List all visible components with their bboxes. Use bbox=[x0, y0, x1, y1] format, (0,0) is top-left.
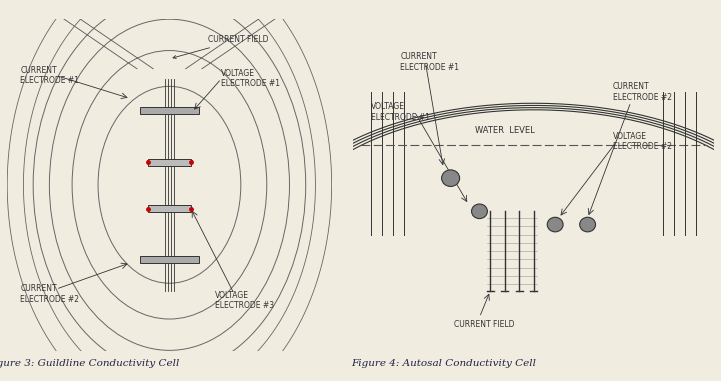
Circle shape bbox=[580, 217, 596, 232]
Text: WATER  LEVEL: WATER LEVEL bbox=[475, 126, 534, 135]
Text: CURRENT
ELECTRODE #2: CURRENT ELECTRODE #2 bbox=[20, 285, 79, 304]
Circle shape bbox=[472, 204, 487, 219]
Bar bbox=[141, 107, 199, 114]
Text: CURRENT
ELECTRODE #2: CURRENT ELECTRODE #2 bbox=[613, 82, 672, 102]
Bar bbox=[141, 256, 199, 263]
Text: VOLTAGE
ELECTRODE #1: VOLTAGE ELECTRODE #1 bbox=[371, 102, 430, 122]
Text: Figure 4: Autosal Conductivity Cell: Figure 4: Autosal Conductivity Cell bbox=[351, 359, 536, 368]
Text: VOLTAGE
ELECTRODE #1: VOLTAGE ELECTRODE #1 bbox=[221, 69, 280, 88]
Circle shape bbox=[441, 170, 460, 186]
Text: CURRENT FIELD: CURRENT FIELD bbox=[454, 320, 515, 328]
Text: VOLTAGE
ELECTRODE #2: VOLTAGE ELECTRODE #2 bbox=[613, 132, 672, 151]
Text: CURRENT
ELECTRODE #1: CURRENT ELECTRODE #1 bbox=[400, 53, 459, 72]
Text: Figure 3: Guildline Conductivity Cell: Figure 3: Guildline Conductivity Cell bbox=[0, 359, 180, 368]
Text: CURRENT
ELECTRODE #1: CURRENT ELECTRODE #1 bbox=[20, 66, 79, 85]
Circle shape bbox=[547, 217, 563, 232]
Bar bbox=[149, 159, 190, 166]
Text: VOLTAGE
ELECTRODE #3: VOLTAGE ELECTRODE #3 bbox=[215, 291, 274, 311]
Text: CURRENT FIELD: CURRENT FIELD bbox=[173, 35, 269, 59]
Bar bbox=[149, 205, 190, 212]
